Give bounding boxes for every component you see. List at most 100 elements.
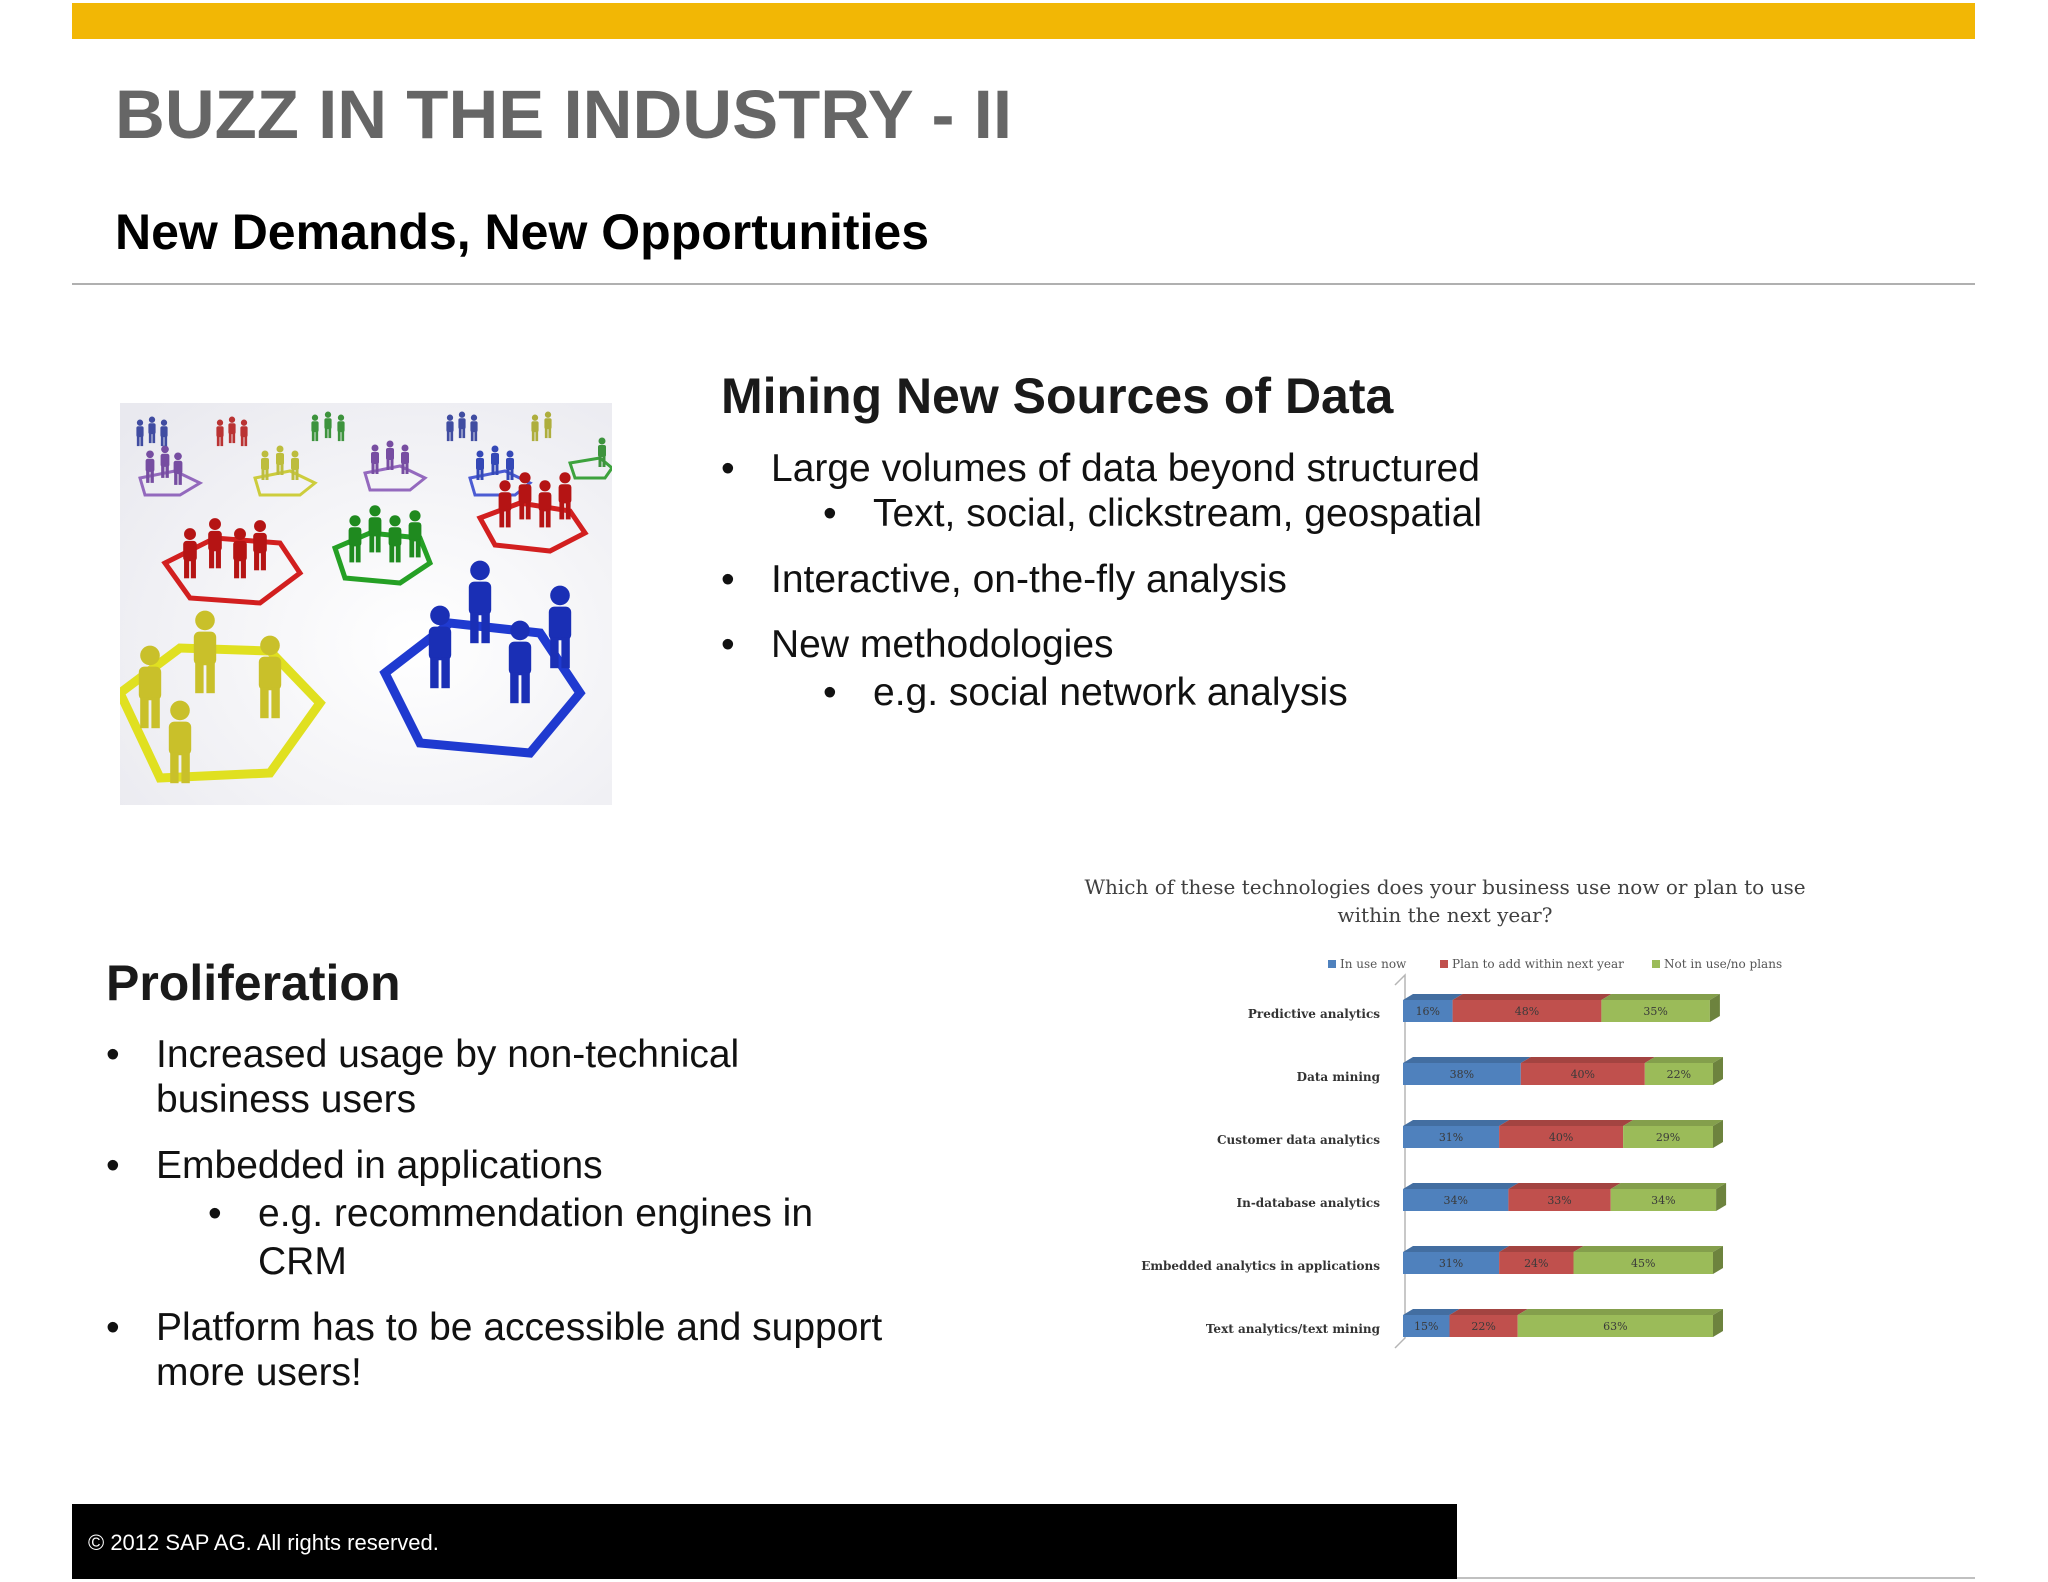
bar-top-face xyxy=(1623,1120,1723,1126)
bar-side-face xyxy=(1713,1246,1723,1274)
bullet-icon: • xyxy=(721,558,735,601)
bar-segment xyxy=(1403,1000,1453,1022)
bar-segment xyxy=(1520,1063,1645,1085)
mining-heading: Mining New Sources of Data xyxy=(721,368,1394,424)
bar-side-face xyxy=(1709,994,1720,1022)
chart-axis-wall xyxy=(1394,973,1406,1349)
chart-title-line: within the next year? xyxy=(1338,903,1553,927)
list-item-text: Embedded in applications xyxy=(156,1144,603,1187)
list-item-text: Platform has to be accessible and suppor… xyxy=(156,1306,883,1349)
list-item-text: Increased usage by non-technical xyxy=(156,1033,740,1076)
bar-top-face xyxy=(1508,1183,1621,1189)
footer-divider xyxy=(1457,1577,1975,1579)
bullet-icon: • xyxy=(823,671,837,714)
bar-segment xyxy=(1517,1315,1713,1337)
category-label: Data mining xyxy=(1297,1070,1381,1084)
bar-segment xyxy=(1573,1252,1713,1274)
data-label: 22% xyxy=(1471,1320,1495,1333)
data-label: 40% xyxy=(1571,1068,1595,1081)
data-label: 35% xyxy=(1643,1005,1667,1018)
bar-top-face xyxy=(1520,1057,1655,1063)
legend-swatch xyxy=(1652,960,1660,968)
bar-segment xyxy=(1449,1315,1518,1337)
legend-swatch xyxy=(1328,960,1336,968)
bar-top-face xyxy=(1452,994,1612,1000)
bullet-icon: • xyxy=(823,492,837,535)
bar-segment xyxy=(1452,1000,1602,1022)
bar-segment xyxy=(1403,1126,1500,1148)
bar-segment xyxy=(1403,1315,1450,1337)
bullet-icon: • xyxy=(721,447,735,490)
list-item-text: e.g. social network analysis xyxy=(873,671,1348,714)
bar-segment xyxy=(1508,1189,1611,1211)
data-label: 22% xyxy=(1667,1068,1691,1081)
category-label: Text analytics/text mining xyxy=(1206,1322,1381,1336)
technology-usage-chart: Which of these technologies does your bu… xyxy=(1084,875,1806,1349)
bullet-icon: • xyxy=(106,1033,120,1076)
data-label: 45% xyxy=(1631,1257,1655,1270)
bar-segment xyxy=(1403,1252,1500,1274)
bar-top-face xyxy=(1403,1120,1510,1126)
data-label: 63% xyxy=(1603,1320,1627,1333)
bar-segment xyxy=(1610,1189,1717,1211)
data-label: 34% xyxy=(1651,1194,1675,1207)
bar-segment xyxy=(1403,1063,1521,1085)
list-item-text: Large volumes of data beyond structured xyxy=(771,447,1480,490)
bullet-icon: • xyxy=(208,1192,222,1235)
data-label: 48% xyxy=(1515,1005,1539,1018)
bar-top-face xyxy=(1573,1246,1723,1252)
bar-top-face xyxy=(1517,1309,1723,1315)
list-item-text: business users xyxy=(156,1078,417,1121)
bullet-icon: • xyxy=(721,623,735,666)
list-item-text: Text, social, clickstream, geospatial xyxy=(873,492,1483,535)
category-label: In-database analytics xyxy=(1236,1196,1380,1210)
bar-side-face xyxy=(1716,1183,1727,1211)
bar-segment xyxy=(1601,1000,1710,1022)
bar-top-face xyxy=(1499,1246,1584,1252)
data-label: 38% xyxy=(1450,1068,1474,1081)
data-label: 15% xyxy=(1414,1320,1438,1333)
bar-top-face xyxy=(1403,994,1463,1000)
bar-top-face xyxy=(1403,1309,1460,1315)
data-label: 29% xyxy=(1656,1131,1680,1144)
bar-segment xyxy=(1644,1063,1713,1085)
page-title: BUZZ IN THE INDUSTRY - II xyxy=(115,76,1012,153)
category-label: Embedded analytics in applications xyxy=(1141,1259,1380,1273)
chart-title-line: Which of these technologies does your bu… xyxy=(1084,875,1805,899)
footer-bar xyxy=(72,1504,1457,1579)
data-label: 34% xyxy=(1443,1194,1467,1207)
list-item-text: Interactive, on-the-fly analysis xyxy=(771,558,1287,601)
legend-label: Not in use/no plans xyxy=(1664,957,1782,971)
bar-top-face xyxy=(1601,994,1720,1000)
bar-side-face xyxy=(1713,1309,1723,1337)
header-divider xyxy=(72,283,1975,285)
data-label: 31% xyxy=(1439,1131,1463,1144)
bar-top-face xyxy=(1403,1057,1531,1063)
bar-segment xyxy=(1499,1252,1574,1274)
copyright-text: © 2012 SAP AG. All rights reserved. xyxy=(88,1530,439,1555)
bar-segment xyxy=(1499,1126,1624,1148)
legend-label: In use now xyxy=(1340,957,1407,971)
accent-bar xyxy=(72,3,1975,39)
data-label: 16% xyxy=(1416,1005,1440,1018)
bar-top-face xyxy=(1499,1120,1634,1126)
bar-segment xyxy=(1623,1126,1713,1148)
list-item-text: New methodologies xyxy=(771,623,1114,666)
proliferation-heading: Proliferation xyxy=(106,955,401,1011)
legend-swatch xyxy=(1440,960,1448,968)
bar-side-face xyxy=(1713,1120,1723,1148)
legend-label: Plan to add within next year xyxy=(1452,957,1624,971)
bullet-icon: • xyxy=(106,1144,120,1187)
list-item-text: more users! xyxy=(156,1351,362,1394)
bar-top-face xyxy=(1610,1183,1727,1189)
people-network-image xyxy=(120,403,612,805)
list-item-text: CRM xyxy=(258,1240,347,1283)
data-label: 33% xyxy=(1547,1194,1571,1207)
data-label: 24% xyxy=(1524,1257,1548,1270)
category-label: Predictive analytics xyxy=(1248,1007,1380,1021)
bar-top-face xyxy=(1403,1183,1519,1189)
list-item-text: e.g. recommendation engines in xyxy=(258,1192,814,1235)
bar-top-face xyxy=(1644,1057,1723,1063)
bar-top-face xyxy=(1403,1246,1510,1252)
bar-side-face xyxy=(1713,1057,1723,1085)
